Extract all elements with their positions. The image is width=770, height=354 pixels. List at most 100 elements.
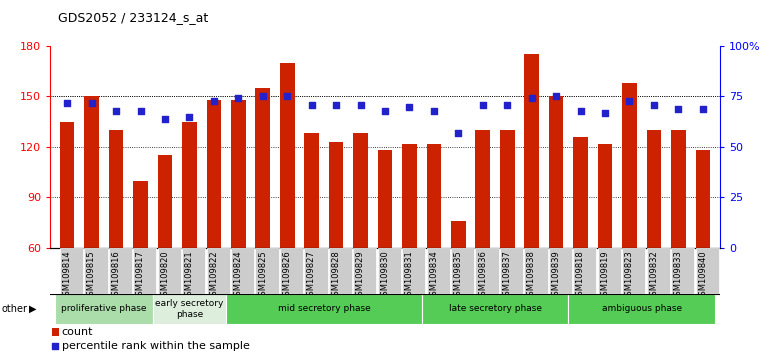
Text: GSM109816: GSM109816 (112, 250, 120, 301)
Bar (206, 248, 229, 294)
Point (526, 96, 538, 101)
Bar (133, 181, 148, 248)
Point (183, 114, 196, 120)
Point (134, 108, 146, 113)
Bar (182, 248, 206, 294)
Bar (598, 144, 612, 248)
Bar (158, 248, 181, 294)
Bar (402, 248, 425, 294)
Bar (52, 328, 59, 336)
Text: GSM109824: GSM109824 (233, 250, 243, 301)
Point (281, 94, 293, 99)
Bar (133, 248, 156, 294)
Text: proliferative phase: proliferative phase (61, 304, 146, 313)
Point (159, 116, 171, 121)
Bar (524, 55, 539, 248)
Bar (622, 83, 637, 248)
Bar (475, 130, 490, 248)
Text: GSM109822: GSM109822 (209, 250, 218, 301)
Bar (671, 130, 686, 248)
Point (452, 130, 464, 136)
Bar (377, 248, 401, 294)
Bar (353, 248, 377, 294)
Bar (647, 130, 661, 248)
Bar (231, 100, 246, 248)
Point (279, 265, 291, 270)
Bar (475, 248, 499, 294)
Bar (55, 294, 152, 324)
Text: GSM109832: GSM109832 (649, 250, 658, 301)
Point (354, 102, 367, 107)
Point (379, 108, 391, 113)
Bar (524, 248, 547, 294)
Bar (60, 248, 83, 294)
Text: ▶: ▶ (29, 304, 37, 314)
Text: GSM109820: GSM109820 (160, 250, 169, 301)
Bar (500, 248, 523, 294)
Bar (84, 97, 99, 248)
Text: GSM109840: GSM109840 (698, 250, 707, 301)
Point (110, 108, 122, 113)
Point (61, 100, 73, 105)
Text: GSM109817: GSM109817 (136, 250, 145, 301)
Text: GSM109835: GSM109835 (454, 250, 463, 301)
Bar (304, 133, 319, 248)
Bar (549, 248, 572, 294)
Bar (568, 294, 715, 324)
Bar (231, 248, 254, 294)
Text: early secretory
phase: early secretory phase (156, 299, 223, 319)
Bar (280, 248, 303, 294)
Text: GSM109827: GSM109827 (307, 250, 316, 301)
Point (477, 102, 489, 107)
Bar (427, 248, 450, 294)
Bar (573, 248, 597, 294)
Point (599, 110, 611, 115)
Bar (256, 88, 270, 248)
Text: GSM109815: GSM109815 (87, 250, 96, 301)
Point (232, 96, 244, 101)
Bar (695, 150, 710, 248)
Bar (109, 130, 123, 248)
Bar (402, 144, 417, 248)
Text: GSM109831: GSM109831 (405, 250, 413, 301)
Bar (549, 97, 564, 248)
Text: GSM109834: GSM109834 (429, 250, 438, 301)
Point (306, 102, 318, 107)
Text: GSM109819: GSM109819 (601, 250, 609, 301)
Text: GSM109818: GSM109818 (576, 250, 585, 301)
Point (501, 102, 514, 107)
Bar (256, 248, 279, 294)
Bar (280, 63, 295, 248)
Bar (598, 248, 621, 294)
Text: GSM109829: GSM109829 (356, 250, 365, 301)
Point (428, 108, 440, 113)
Bar (226, 294, 422, 324)
Point (697, 106, 709, 112)
Text: percentile rank within the sample: percentile rank within the sample (62, 341, 249, 351)
Bar (500, 130, 514, 248)
Point (256, 94, 269, 99)
Bar (109, 248, 132, 294)
Point (550, 94, 562, 99)
Point (208, 98, 220, 103)
Text: GDS2052 / 233124_s_at: GDS2052 / 233124_s_at (58, 11, 208, 24)
Bar (647, 248, 670, 294)
Bar (152, 294, 226, 324)
Text: GSM109833: GSM109833 (674, 250, 683, 301)
Text: GSM109839: GSM109839 (551, 250, 561, 301)
Text: GSM109823: GSM109823 (624, 250, 634, 301)
Text: GSM109814: GSM109814 (62, 250, 72, 301)
Bar (451, 248, 474, 294)
Text: GSM109828: GSM109828 (331, 250, 340, 301)
Bar (451, 221, 466, 248)
Point (648, 102, 660, 107)
Text: GSM109830: GSM109830 (380, 250, 390, 301)
Text: GSM109838: GSM109838 (527, 250, 536, 301)
Bar (304, 248, 327, 294)
Bar (84, 248, 108, 294)
Bar (622, 248, 645, 294)
Bar (695, 248, 718, 294)
Text: GSM109836: GSM109836 (478, 250, 487, 301)
Text: late secretory phase: late secretory phase (448, 304, 541, 313)
Bar (182, 122, 197, 248)
